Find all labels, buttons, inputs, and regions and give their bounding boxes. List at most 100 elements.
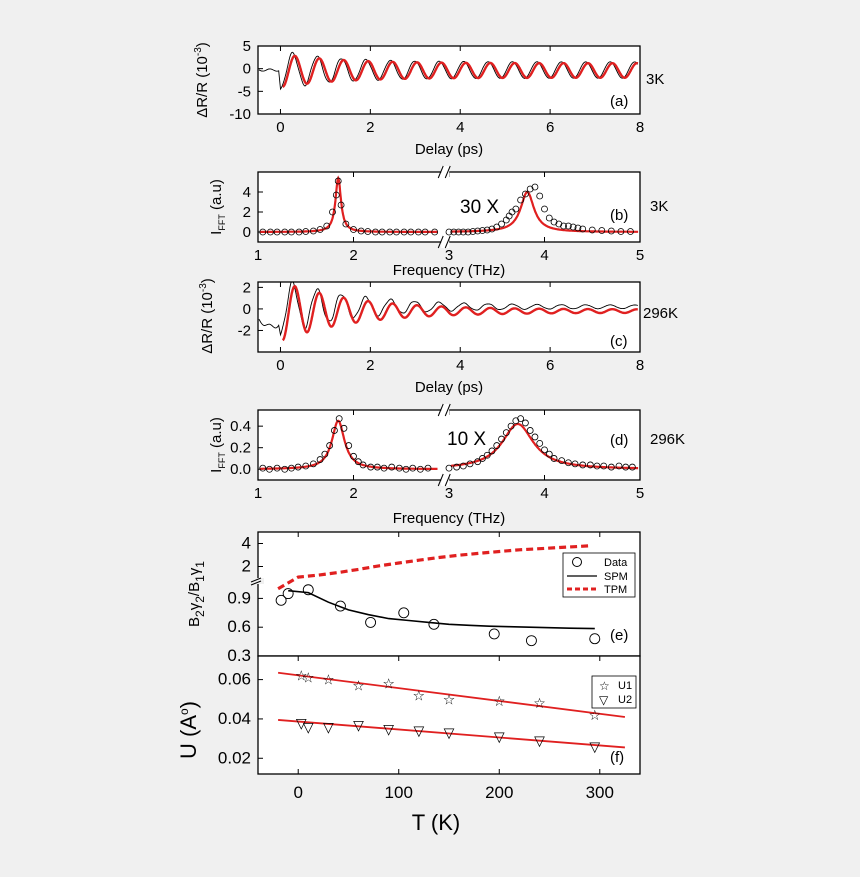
u2-point: ▽ (323, 720, 334, 736)
panel-b-multiplier: 30 X (460, 197, 499, 218)
panel-c-xlabel: Delay (ps) (415, 379, 483, 396)
data-point (526, 427, 534, 434)
data-point (522, 419, 529, 427)
data-point (502, 429, 510, 437)
x-tick-label: 2 (366, 357, 374, 374)
data-point (421, 228, 429, 236)
data-point (483, 451, 491, 459)
y-tick-label: 0.06 (218, 670, 251, 689)
y-tick-label: 0.9 (227, 588, 251, 607)
y-tick-label: 0 (243, 61, 251, 78)
data-point (453, 463, 461, 471)
legend-u1-label: U1 (618, 680, 632, 692)
data-point (550, 455, 558, 462)
u2-point: ▽ (589, 739, 600, 755)
data-point (488, 225, 496, 233)
u2-point: ▽ (534, 734, 545, 750)
data-point (302, 228, 310, 235)
data-point (329, 208, 336, 216)
data-point (309, 460, 317, 468)
panel-c: 0 2 4 6 8 -2 0 2 Delay (ps) ΔR/R (10-3) (c) 296… (198, 278, 678, 396)
axis-break-mark (444, 165, 451, 179)
u1-point: ☆ (322, 673, 335, 689)
data-point (354, 458, 362, 466)
data-point (541, 205, 548, 213)
data-point (380, 464, 388, 472)
y-tick-label: 2 (243, 204, 251, 221)
x-tick-label: 5 (636, 485, 644, 502)
data-point (541, 446, 548, 454)
y-tick-label: 0 (243, 301, 251, 318)
u1-point: ☆ (413, 688, 426, 704)
y-tick-label: 0.6 (227, 617, 251, 636)
axis-break-mark (437, 235, 444, 249)
data-point (281, 465, 289, 473)
y-tick-label: 4 (243, 184, 251, 201)
data-point (564, 459, 572, 467)
data-point (350, 226, 357, 233)
data-point (615, 462, 623, 470)
panel-b: 1 2 3 4 5 0 2 4 Frequency (THz) IFFT (a.u) 30 X… (208, 165, 668, 279)
x-tick-label: 6 (546, 119, 554, 136)
data-point (340, 424, 348, 432)
data-point (474, 458, 482, 466)
data-point (395, 464, 403, 472)
panel-b-ylabel: IFFT (a.u) (208, 179, 227, 235)
data-point (342, 220, 350, 228)
panel-e-tag: (e) (610, 627, 628, 644)
data-point (323, 222, 331, 230)
u2-point: ▽ (444, 726, 455, 742)
data-point (555, 220, 563, 228)
u2-point: ▽ (413, 724, 424, 740)
panel-c-tag: (c) (610, 333, 628, 350)
data-point (493, 442, 501, 449)
data-point (445, 464, 453, 472)
data-point (386, 228, 394, 236)
data-point (345, 442, 353, 449)
y-tick-label: 0.02 (218, 748, 251, 767)
y-tick-label: 0.04 (218, 709, 251, 728)
data-point (334, 177, 342, 185)
x-tick-label: 4 (456, 119, 464, 136)
u1-point: ☆ (295, 669, 308, 685)
data-point (364, 228, 372, 235)
data-point (267, 228, 274, 236)
data-point (607, 227, 615, 235)
legend-u2-marker: ▽ (599, 693, 609, 707)
panel-f-ylabel: U (Ao) (176, 701, 201, 759)
u2-point: ▽ (494, 730, 505, 746)
y-tick-label: -2 (238, 322, 251, 339)
data-point (526, 185, 534, 193)
data-point (531, 183, 539, 191)
data-point (498, 220, 505, 228)
y-tick-label: -10 (229, 106, 251, 123)
data-point (574, 224, 582, 232)
data-point (531, 433, 539, 441)
axis-break-gap (441, 236, 450, 248)
linear-fit (278, 719, 625, 749)
u1-point: ☆ (443, 692, 456, 708)
axis-break-mark (444, 235, 451, 249)
x-tick-label: 0 (276, 357, 284, 374)
data-point (593, 462, 601, 470)
panel-d: 1 2 3 4 5 0.0 0.2 0.4 Frequency (THz) IFFT (a.u… (208, 403, 685, 527)
data-point (522, 190, 529, 198)
data-point (367, 463, 375, 471)
data-point (400, 228, 408, 236)
data-point (335, 415, 343, 423)
data-point (579, 225, 587, 233)
data-point (365, 616, 377, 628)
data-point (464, 228, 472, 236)
u1-point: ☆ (382, 677, 395, 693)
tpm-curve (277, 544, 590, 591)
u1-point: ☆ (533, 696, 546, 712)
u1-point: ☆ (588, 708, 601, 724)
panel-a-ylabel: ΔR/R (10-3) (193, 42, 211, 118)
y-tick-label: 0.3 (227, 646, 251, 665)
y-tick-label: 0.2 (230, 440, 251, 457)
data-point (507, 422, 515, 430)
u2-point: ▽ (383, 722, 394, 738)
data-point (332, 191, 340, 199)
panel-d-side-label: 296K (650, 431, 685, 448)
